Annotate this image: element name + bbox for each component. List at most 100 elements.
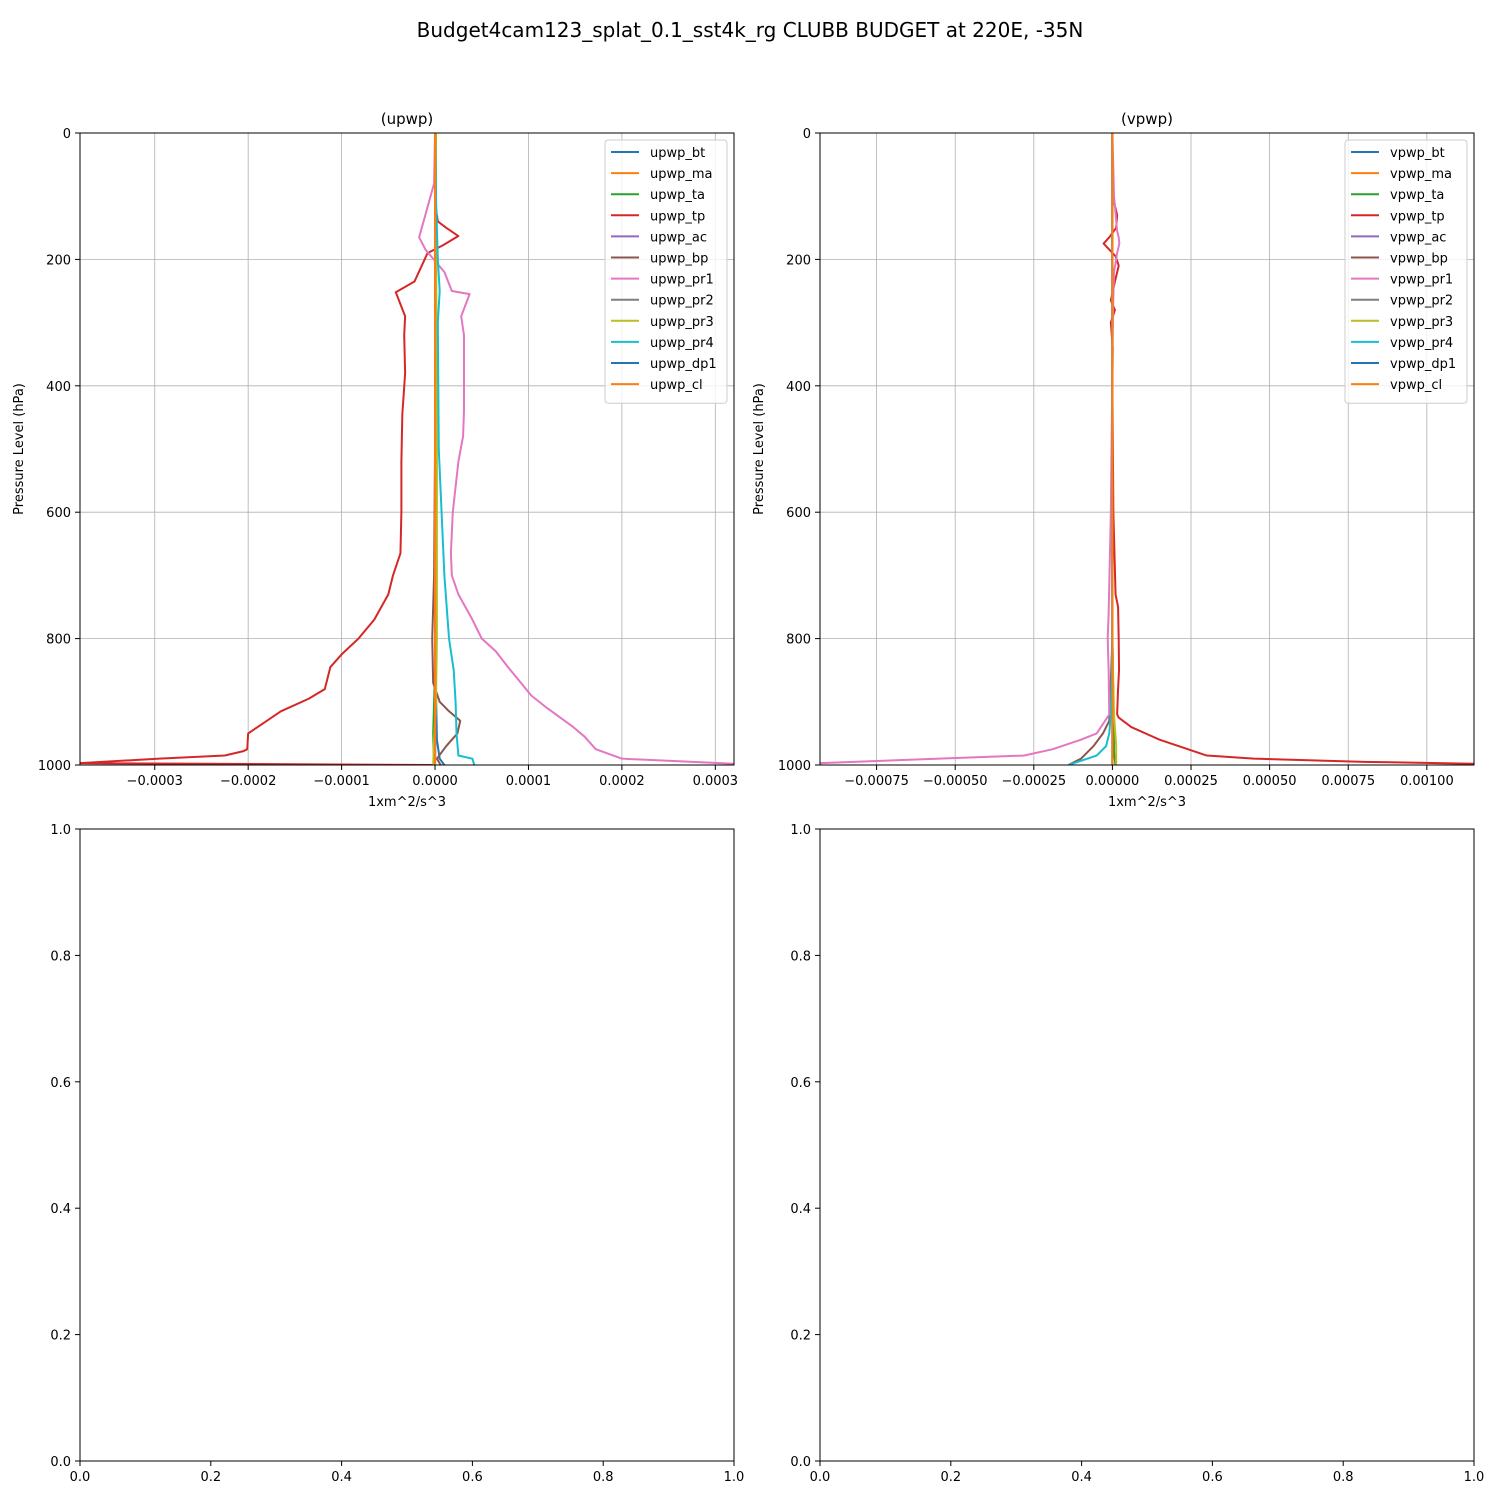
x-tick-label: 0.0002 [599, 774, 645, 789]
series-line-vpwp_pr4 [1068, 133, 1114, 765]
panel-title: (vpwp) [1121, 110, 1173, 128]
legend-box [604, 139, 728, 404]
legend-label: vpwp_cl [1390, 378, 1442, 393]
series-group [80, 133, 734, 765]
legend-label: upwp_dp1 [650, 357, 717, 372]
y-tick-label: 0.8 [790, 949, 811, 964]
axes-frame [79, 828, 735, 1462]
y-tick-label: 200 [46, 253, 71, 268]
x-tick-label: 0.8 [593, 1470, 614, 1485]
legend-label: upwp_bt [650, 146, 705, 161]
axes-frame [79, 132, 735, 766]
legend-label: upwp_ta [650, 188, 705, 203]
legend: upwp_bt upwp_ma upwp_ta upwp_tp upwp_ac upwp_… [604, 139, 728, 404]
x-tick-label: 0.2 [940, 1470, 961, 1485]
y-tick-label: 1.0 [790, 823, 811, 838]
y-tick-label: 1000 [38, 759, 71, 774]
y-tick-label: 0.2 [50, 1329, 71, 1344]
y-tick-label: 600 [46, 506, 71, 521]
legend-label: upwp_ac [650, 230, 707, 245]
legend-label: vpwp_bp [1390, 252, 1448, 267]
legend: vpwp_bt vpwp_ma vpwp_ta vpwp_tp vpwp_ac vpwp_… [1344, 139, 1468, 404]
panel-1: −0.0003 −0.0002 −0.0001 0.0000 0.0001 0.0002 0… [12, 110, 738, 810]
legend-label: upwp_tp [650, 209, 705, 224]
y-tick-label: 0.4 [790, 1202, 811, 1217]
panel-2: −0.00075 −0.00050 −0.00025 0.00000 0.00025 0.… [752, 110, 1475, 810]
x-tick-label: 0.00025 [1164, 774, 1218, 789]
legend-label: upwp_pr4 [650, 336, 714, 351]
series-line-upwp_pr1 [418, 133, 734, 765]
x-tick-label: 0.6 [1202, 1470, 1223, 1485]
x-tick-label: 0.2 [200, 1470, 221, 1485]
x-tick-label: 0.00050 [1243, 774, 1297, 789]
legend-label: vpwp_dp1 [1390, 357, 1456, 372]
y-tick-label: 1000 [778, 759, 811, 774]
x-tick-label: −0.0003 [127, 774, 183, 789]
x-tick-label: 0.8 [1333, 1470, 1354, 1485]
legend-label: vpwp_ma [1390, 167, 1452, 182]
legend-label: upwp_bp [650, 252, 708, 267]
y-tick-label: 400 [786, 380, 811, 395]
legend-label: vpwp_pr2 [1390, 294, 1453, 309]
x-axis-label: 1xm^2/s^3 [368, 795, 446, 810]
axes-frame [819, 828, 1475, 1462]
panel-3: 0.0 0.2 0.4 0.6 0.8 1.0 0.0 0.2 0.4 0.6 0.8 1.0 [50, 823, 744, 1485]
y-tick-label: 800 [46, 633, 71, 648]
y-tick-label: 0 [803, 127, 811, 142]
legend-label: upwp_pr3 [650, 315, 714, 330]
y-tick-label: 800 [786, 633, 811, 648]
series-line-vpwp_pr1 [820, 133, 1121, 765]
x-tick-label: −0.00075 [844, 774, 909, 789]
x-tick-label: 1.0 [724, 1470, 745, 1485]
legend-label: upwp_ma [650, 167, 713, 182]
y-tick-label: 0.8 [50, 949, 71, 964]
y-axis-label: Pressure Level (hPa) [12, 383, 27, 515]
series-line-upwp_tp [80, 133, 460, 765]
x-tick-label: 0.00100 [1400, 774, 1454, 789]
series-line-upwp_pr4 [434, 133, 476, 765]
y-tick-label: 0.2 [790, 1329, 811, 1344]
legend-label: vpwp_pr4 [1390, 336, 1453, 351]
panel-title: (upwp) [381, 110, 434, 128]
legend-label: vpwp_pr3 [1390, 315, 1453, 330]
x-tick-label: 0.6 [462, 1470, 483, 1485]
y-tick-label: 0.0 [790, 1455, 811, 1470]
legend-label: vpwp_pr1 [1390, 273, 1453, 288]
legend-label: vpwp_ta [1390, 188, 1444, 203]
y-tick-label: 400 [46, 380, 71, 395]
panel-4: 0.0 0.2 0.4 0.6 0.8 1.0 0.0 0.2 0.4 0.6 0.8 1.0 [790, 823, 1484, 1485]
x-tick-label: 0.0000 [412, 774, 458, 789]
y-tick-label: 0.4 [50, 1202, 71, 1217]
x-tick-label: 0.4 [1071, 1470, 1092, 1485]
y-tick-label: 0.6 [790, 1076, 811, 1091]
x-axis-label: 1xm^2/s^3 [1108, 795, 1186, 810]
legend-box [1344, 139, 1468, 404]
x-tick-label: 0.0003 [693, 774, 739, 789]
axes-frame [819, 132, 1475, 766]
x-tick-label: −0.00025 [1001, 774, 1066, 789]
legend-label: upwp_pr2 [650, 294, 714, 309]
x-tick-label: 0.0 [70, 1470, 91, 1485]
x-tick-label: 0.0001 [506, 774, 552, 789]
legend-label: upwp_cl [650, 378, 703, 393]
y-tick-label: 0.0 [50, 1455, 71, 1470]
series-group [820, 133, 1474, 765]
legend-label: vpwp_ac [1390, 230, 1446, 245]
y-tick-label: 600 [786, 506, 811, 521]
x-tick-label: 1.0 [1464, 1470, 1485, 1485]
y-tick-label: 0.6 [50, 1076, 71, 1091]
y-tick-label: 0 [63, 127, 71, 142]
x-tick-label: 0.00075 [1321, 774, 1375, 789]
y-tick-label: 200 [786, 253, 811, 268]
legend-label: vpwp_bt [1390, 146, 1445, 161]
x-tick-label: 0.00000 [1086, 774, 1140, 789]
series-line-vpwp_bp [1067, 133, 1114, 765]
y-tick-label: 1.0 [50, 823, 71, 838]
x-tick-label: −0.0001 [313, 774, 369, 789]
x-tick-label: −0.0002 [220, 774, 276, 789]
legend-label: vpwp_tp [1390, 209, 1445, 224]
x-tick-label: 0.4 [331, 1470, 352, 1485]
y-axis-label: Pressure Level (hPa) [752, 383, 767, 515]
x-tick-label: −0.00050 [923, 774, 988, 789]
x-tick-label: 0.0 [810, 1470, 831, 1485]
